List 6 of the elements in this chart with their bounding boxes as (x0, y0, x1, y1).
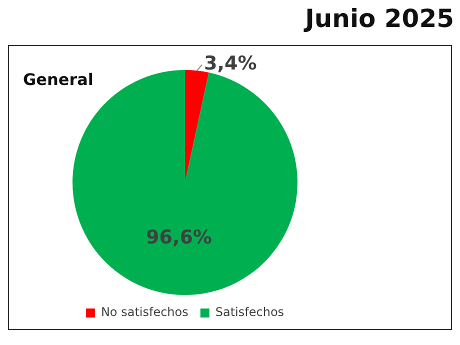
legend-label: No satisfechos (100, 305, 188, 320)
data-label: 3,4% (204, 52, 257, 75)
text: General (23, 70, 94, 89)
text: Junio 2025 (305, 4, 454, 33)
data-label: 96,6% (146, 226, 212, 248)
legend-label: Satisfechos (215, 305, 284, 320)
